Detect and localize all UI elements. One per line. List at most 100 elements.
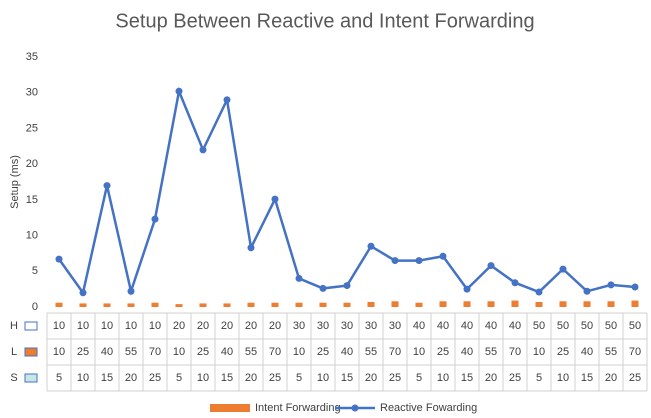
legend-label: Reactive Fowarding xyxy=(380,402,477,414)
table-cell: 20 xyxy=(125,372,137,384)
row-key xyxy=(24,321,38,331)
marker xyxy=(511,279,519,287)
table-cell: 5 xyxy=(416,372,422,384)
bar xyxy=(151,302,159,307)
bar xyxy=(319,302,327,307)
legend-label: Intent Forwarding xyxy=(255,402,341,414)
bar xyxy=(535,302,543,307)
bar xyxy=(487,301,495,307)
marker xyxy=(79,289,87,297)
bar xyxy=(583,301,591,307)
table-cell: 25 xyxy=(557,346,569,358)
y-tick-label: 20 xyxy=(26,158,38,170)
table-cell: 10 xyxy=(101,320,113,332)
row-key xyxy=(24,373,38,383)
bar xyxy=(55,302,63,307)
marker xyxy=(343,282,351,290)
table-cell: 25 xyxy=(437,346,449,358)
marker xyxy=(271,195,279,203)
y-tick-label: 0 xyxy=(32,301,38,313)
marker xyxy=(247,244,255,252)
marker xyxy=(487,262,495,270)
table-cell: 20 xyxy=(485,372,497,384)
table-cell: 30 xyxy=(317,320,329,332)
table-cell: 40 xyxy=(341,346,353,358)
y-tick-label: 15 xyxy=(26,194,38,206)
marker xyxy=(559,265,567,273)
y-tick-label: 30 xyxy=(26,87,38,99)
table-cell: 10 xyxy=(413,346,425,358)
table-cell: 15 xyxy=(461,372,473,384)
marker xyxy=(55,255,63,263)
table-cell: 25 xyxy=(629,372,641,384)
table-cell: 40 xyxy=(221,346,233,358)
marker xyxy=(607,281,615,289)
row-key xyxy=(24,347,38,357)
marker xyxy=(319,284,327,292)
table-cell: 10 xyxy=(149,320,161,332)
marker xyxy=(463,285,471,293)
marker xyxy=(535,288,543,296)
legend-key xyxy=(210,404,250,412)
marker xyxy=(391,257,399,265)
table-cell: 50 xyxy=(605,320,617,332)
y-tick-label: 25 xyxy=(26,122,38,134)
table-cell: 25 xyxy=(77,346,89,358)
table-cell: 25 xyxy=(389,372,401,384)
table-cell: 20 xyxy=(197,320,209,332)
bar xyxy=(247,302,255,307)
table-cell: 40 xyxy=(581,346,593,358)
row-label: H xyxy=(10,320,18,332)
table-cell: 40 xyxy=(485,320,497,332)
bar xyxy=(223,303,231,307)
table-cell: 5 xyxy=(536,372,542,384)
table-cell: 50 xyxy=(581,320,593,332)
table-cell: 40 xyxy=(101,346,113,358)
marker xyxy=(103,182,111,190)
chart-title: Setup Between Reactive and Intent Forwar… xyxy=(115,10,534,32)
table-cell: 10 xyxy=(173,346,185,358)
table-cell: 20 xyxy=(605,372,617,384)
table-cell: 55 xyxy=(485,346,497,358)
table-cell: 25 xyxy=(509,372,521,384)
table-cell: 5 xyxy=(56,372,62,384)
bar xyxy=(295,302,303,307)
legend-key xyxy=(351,404,359,412)
table-cell: 25 xyxy=(149,372,161,384)
table-cell: 70 xyxy=(629,346,641,358)
table-cell: 30 xyxy=(365,320,377,332)
table-cell: 10 xyxy=(77,372,89,384)
table-cell: 55 xyxy=(125,346,137,358)
y-axis-label: Setup (ms) xyxy=(9,155,21,209)
marker xyxy=(415,257,423,265)
bar xyxy=(127,303,135,307)
table-cell: 15 xyxy=(341,372,353,384)
table-cell: 10 xyxy=(53,320,65,332)
bar xyxy=(439,301,447,307)
bar xyxy=(175,304,183,307)
table-cell: 30 xyxy=(341,320,353,332)
table-cell: 40 xyxy=(461,346,473,358)
table-cell: 30 xyxy=(293,320,305,332)
bar xyxy=(511,300,519,307)
bar xyxy=(79,303,87,307)
table-cell: 20 xyxy=(365,372,377,384)
bar xyxy=(631,300,639,307)
table-cell: 40 xyxy=(461,320,473,332)
table-cell: 55 xyxy=(365,346,377,358)
marker xyxy=(631,283,639,291)
table-cell: 70 xyxy=(149,346,161,358)
row-label: L xyxy=(11,346,17,358)
bar xyxy=(199,303,207,307)
bar xyxy=(415,302,423,307)
table-cell: 20 xyxy=(221,320,233,332)
table-cell: 25 xyxy=(269,372,281,384)
table-cell: 10 xyxy=(77,320,89,332)
table-cell: 40 xyxy=(413,320,425,332)
table-cell: 20 xyxy=(245,372,257,384)
marker xyxy=(151,215,159,223)
table-cell: 50 xyxy=(533,320,545,332)
bar xyxy=(103,303,111,307)
bar xyxy=(271,302,279,307)
